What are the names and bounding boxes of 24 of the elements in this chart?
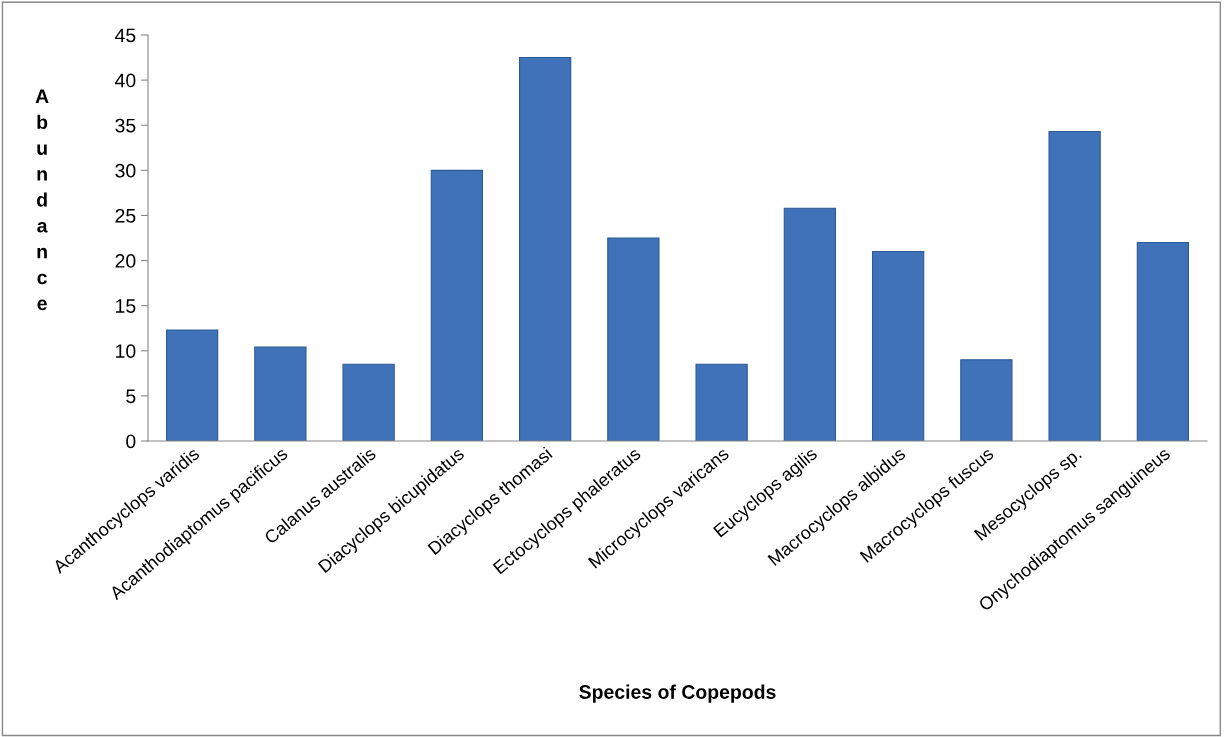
y-tick-label: 15 [116, 299, 136, 313]
y-tick-label: 40 [115, 73, 136, 88]
text: Abundance [35, 89, 49, 311]
bar [518, 57, 572, 441]
bar [695, 363, 748, 441]
y-tick-label: 10 [116, 344, 136, 359]
bar [165, 329, 219, 441]
bar [871, 250, 925, 441]
bar [254, 346, 307, 441]
bar [1048, 130, 1101, 441]
bar [1136, 241, 1190, 441]
y-tick-label: 5 [126, 389, 136, 404]
y-tick-label: 35 [115, 118, 136, 133]
y-tick-label: 25 [115, 208, 136, 223]
y-tick-label: 20 [115, 254, 136, 268]
y-tick-label: 30 [115, 163, 136, 178]
y-tick-label: 0 [126, 434, 136, 449]
bar [430, 169, 484, 441]
bar [960, 359, 1013, 441]
bar [342, 363, 395, 441]
y-tick-label: 45 [115, 28, 136, 43]
x-axis-title: Species of Copepods [579, 684, 776, 703]
bar [607, 237, 660, 441]
bar [783, 207, 837, 441]
